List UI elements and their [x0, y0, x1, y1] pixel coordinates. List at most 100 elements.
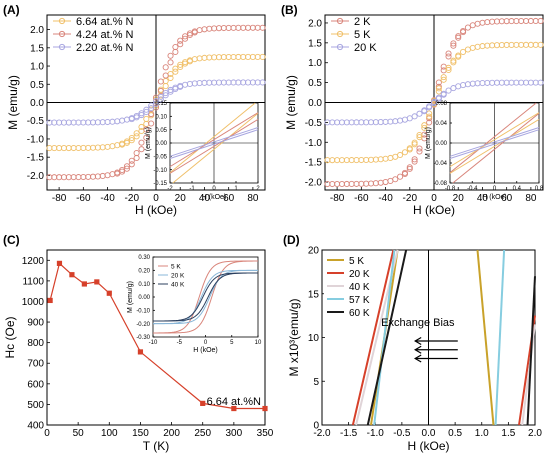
data-point: [152, 100, 160, 107]
data-point: [143, 115, 150, 122]
data-point: [172, 43, 179, 51]
data-point: [445, 53, 452, 60]
y-tick-label: 2.0: [30, 25, 44, 36]
legend-marker: [58, 17, 66, 25]
data-point: [426, 104, 433, 111]
annotation: Exchange Bias: [381, 317, 455, 329]
panel-label: (D): [283, 233, 300, 247]
legend-marker: [58, 43, 66, 51]
inset-loop-branch: [169, 112, 259, 168]
inset-x-tick-label: -1: [189, 186, 195, 192]
y-tick-label: -0.5: [305, 118, 323, 129]
legend-label: 5 K: [349, 256, 364, 267]
y-tick-label: 0: [313, 421, 319, 432]
inset-loop-branch: [449, 102, 537, 174]
data-point: [133, 149, 140, 157]
inset-legend-label: 5 K: [171, 264, 181, 271]
y-tick-label: 0.0: [308, 98, 322, 109]
y-tick-label: 500: [27, 400, 44, 411]
data-point: [138, 139, 145, 146]
inset-x-axis-label: H (kOe): [202, 194, 227, 201]
x-tick-label: 250: [194, 428, 211, 439]
data-point: [172, 85, 179, 92]
data-point: [411, 156, 418, 163]
data-point: [445, 66, 452, 74]
data-point: [143, 134, 150, 141]
data-point: [455, 53, 462, 60]
series-2: [351, 249, 536, 426]
data-point: [162, 64, 169, 71]
data-point: [191, 56, 198, 63]
data-point: [377, 179, 384, 186]
data-point: [460, 29, 467, 36]
data-point: [56, 260, 63, 266]
inset-loop-branch: [169, 102, 256, 174]
data-point: [259, 24, 266, 31]
y-axis-label: Hc (Oe): [3, 316, 17, 358]
inset-x-tick-label: 10: [255, 340, 262, 346]
data-point: [450, 59, 457, 66]
inset-x-tick-label: -0.8: [445, 186, 456, 192]
data-point: [138, 146, 145, 153]
y-tick-label: -2.0: [305, 178, 323, 189]
data-point: [123, 139, 130, 146]
data-point: [421, 124, 428, 131]
inset-loop-branch: [452, 112, 540, 184]
legend-marker: [336, 30, 344, 38]
data-point: [162, 92, 169, 99]
data-point: [440, 76, 447, 83]
x-tick-label: 80: [525, 193, 537, 204]
data-point: [450, 40, 457, 47]
series-line: [366, 249, 408, 426]
panel-label: (C): [3, 233, 20, 247]
data-point: [162, 72, 169, 79]
inset-y-tick-label: 0.00: [155, 141, 167, 147]
y-tick-label: 600: [27, 379, 44, 390]
y-tick-label: 1200: [22, 256, 45, 267]
legend-label: 57 K: [349, 295, 370, 306]
x-tick-label: 20: [453, 193, 465, 204]
data-point: [435, 79, 442, 86]
data-point: [397, 117, 404, 124]
data-point: [133, 114, 140, 121]
series-3: [46, 79, 266, 126]
data-point: [133, 154, 140, 162]
inset-y-tick-label: -0.10: [153, 168, 167, 174]
y-tick-label: 1.5: [308, 38, 322, 49]
data-point: [186, 31, 193, 39]
data-point: [157, 87, 164, 95]
data-point: [138, 111, 145, 119]
inset-x-tick-label: -0.4: [467, 186, 478, 192]
x-tick-label: 50: [73, 428, 85, 439]
x-tick-label: 0: [153, 193, 159, 204]
data-point: [172, 48, 179, 56]
x-axis-label: H (kOe): [413, 203, 455, 217]
plot-frame: [46, 249, 266, 426]
y-tick-label: 0.0: [30, 98, 44, 109]
legend-marker: [336, 43, 344, 51]
data-point: [259, 79, 266, 86]
series-line: [494, 249, 506, 426]
series-4: [373, 249, 506, 426]
data-point: [182, 35, 189, 42]
inset-y-tick-label: 0.00: [138, 295, 150, 301]
data-point: [401, 170, 408, 178]
data-point: [401, 116, 408, 123]
data-point: [119, 117, 126, 124]
y-tick-label: -0.5: [27, 116, 45, 127]
y-tick-label: 0.5: [308, 78, 322, 89]
y-tick-label: 1.0: [30, 62, 44, 73]
y-tick-label: 700: [27, 359, 44, 370]
x-tick-label: 80: [247, 193, 259, 204]
data-point: [106, 290, 112, 296]
inset-loop-branch: [152, 272, 259, 322]
data-point: [411, 158, 418, 165]
inset-y-tick-label: 0.30: [138, 255, 150, 261]
data-point: [167, 74, 174, 82]
data-point: [445, 64, 452, 71]
data-point: [430, 100, 438, 107]
panel-label: (B): [281, 3, 298, 17]
data-point: [201, 26, 208, 33]
y-axis-label: M (emu/g): [284, 75, 298, 130]
y-tick-label: 1.0: [308, 58, 322, 69]
